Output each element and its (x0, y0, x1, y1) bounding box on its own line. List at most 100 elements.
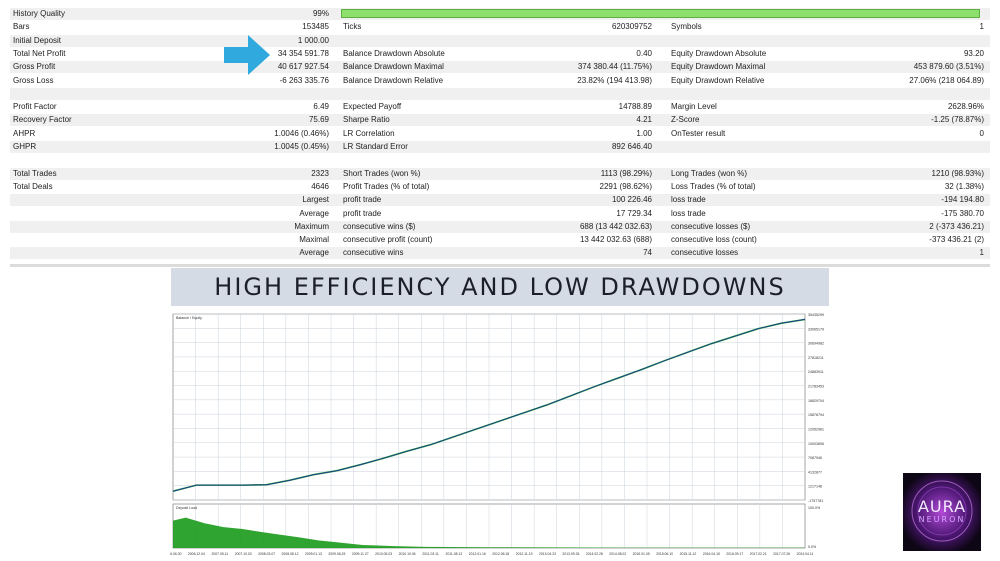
report-cell-v2: 1113 (98.29%) (600, 168, 652, 178)
report-row: Gross Loss -6 263 335.76 Balance Drawdown … (10, 75, 990, 87)
x-tick-label: 2013.04.23 (539, 552, 556, 556)
report-cell-l2: Sharpe Ratio (343, 115, 390, 125)
strategy-report-table: History Quality 99% Bars 153485 Ticks 6203097… (10, 8, 990, 267)
report-row: Initial Deposit 1 000.00 (10, 34, 990, 47)
x-tick-label: 2011.08.12 (446, 552, 463, 556)
report-row: Largest profit trade 100 226.46 loss trade -… (10, 194, 990, 207)
report-cell-l2: consecutive wins (343, 248, 404, 258)
report-cell-v2: 0.40 (636, 48, 652, 58)
x-tick-label: 2015.06.10 (656, 552, 673, 556)
report-row: Total Deals 4646 Profit Trades (% of total… (10, 181, 990, 193)
report-cell-l3: consecutive losses (671, 248, 739, 258)
report-cell-v3: -194 194.80 (941, 195, 984, 205)
y-tick-label: 1217148 (808, 485, 822, 489)
report-cell-v3: 1 (979, 22, 984, 32)
y-tick-label: 18829704 (808, 399, 824, 403)
x-tick-label: 2017.07.26 (773, 552, 790, 556)
balance-line (172, 318, 806, 492)
report-row: Average consecutive wins 74 consecutive los… (10, 247, 990, 260)
banner-text: HIGH EFFICIENCY AND LOW DRAWDOWNS (214, 273, 786, 301)
report-cell-l1: Gross Loss (13, 75, 54, 85)
report-row: GHPR 1.0045 (0.45%) LR Standard Error 892 6… (10, 141, 990, 153)
x-tick-label: 2010.05.03 (375, 552, 392, 556)
report-cell-v1: 153485 (302, 22, 329, 32)
report-row: Maximal consecutive profit (count) 13 442 … (10, 234, 990, 246)
x-tick-label: 2007.10.03 (235, 552, 252, 556)
report-cell-v3: -373 436.21 (2) (929, 235, 984, 245)
report-cell-l2: Profit Trades (% of total) (343, 181, 430, 191)
report-cell-v1: 2323 (311, 168, 329, 178)
report-cell-v1: -6 263 335.76 (279, 75, 329, 85)
y-tick-label: -1757781 (808, 499, 823, 503)
report-cell-v2: 17 729.34 (616, 208, 652, 218)
load-tick-label: 100.0% (808, 506, 821, 510)
report-row: Total Trades 2323 Short Trades (won %) 1113… (10, 167, 990, 180)
x-tick-label: 2014.02.28 (586, 552, 603, 556)
report-cell-v3: 32 (1.38%) (944, 181, 984, 191)
report-cell-l3: loss trade (671, 195, 706, 205)
report-cell-v1: 99% (312, 9, 329, 18)
report-cell-v1: Average (299, 248, 329, 258)
x-tick-label: 2008.08.12 (282, 552, 299, 556)
report-row: Bars 153485 Ticks 620309752 Symbols 1 (10, 21, 990, 33)
report-row: Maximum consecutive wins ($) 688 (13 442 0… (10, 220, 990, 233)
report-cell-l2: Expected Payoff (343, 102, 402, 112)
report-cell-v3: 2 (-373 436.21) (929, 221, 984, 231)
x-tick-label: 2009.06.25 (328, 552, 345, 556)
x-tick-label: 2010.10.06 (399, 552, 416, 556)
report-cell-l3: Loss Trades (% of total) (671, 181, 756, 191)
report-cell-l2: Balance Drawdown Absolute (343, 48, 445, 58)
report-cell-v1: 4646 (311, 181, 329, 191)
report-cell-l2: profit trade (343, 195, 382, 205)
report-cell-l3: Symbols (671, 22, 702, 32)
x-tick-label: 2009.11.27 (352, 552, 369, 556)
report-cell-l3: loss trade (671, 208, 706, 218)
report-cell-v2: 688 (13 442 032.63) (579, 221, 652, 231)
report-row (10, 154, 990, 166)
report-cell-v3: 27.06% (218 064.89) (909, 75, 984, 85)
report-cell-l2: LR Correlation (343, 128, 395, 138)
report-cell-v1: 1.0046 (0.46%) (274, 128, 329, 138)
report-cell-l3: OnTester result (671, 128, 726, 138)
history-quality-bar (341, 9, 980, 18)
report-row: Profit Factor 6.49 Expected Payoff 14788.89… (10, 101, 990, 113)
report-cell-v3: 1 (979, 248, 984, 258)
x-tick-label: 2006.06.30 (170, 552, 182, 556)
report-cell-l3: consecutive loss (count) (671, 235, 757, 245)
y-tick-label: 30694982 (808, 342, 824, 346)
report-row: Total Net Profit 34 354 591.78 Balance Dra… (10, 48, 990, 60)
x-tick-label: 2016.09.17 (726, 552, 743, 556)
banner-heading: HIGH EFFICIENCY AND LOW DRAWDOWNS (171, 268, 829, 306)
load-tick-label: 0.0% (808, 545, 817, 549)
report-cell-v2: 892 646.40 (611, 142, 652, 151)
report-cell-l1: Total Trades (13, 168, 57, 178)
report-cell-l3: consecutive losses ($) (671, 221, 751, 231)
report-cell-v3: 1210 (98.93%) (931, 168, 984, 178)
x-tick-label: 2013.09.26 (562, 552, 579, 556)
report-cell-l1: History Quality (13, 9, 66, 18)
report-cell-l3: Equity Drawdown Maximal (671, 62, 766, 72)
y-tick-label: 15878794 (808, 413, 824, 417)
y-tick-label: 33065179 (808, 327, 824, 331)
report-cell-v2: 2291 (98.62%) (599, 181, 652, 191)
report-cell-l2: Ticks (343, 22, 362, 32)
report-cell-l3: Equity Drawdown Absolute (671, 48, 767, 58)
report-cell-l3: Margin Level (671, 102, 717, 112)
report-cell-l3: Z-Score (671, 115, 700, 125)
aura-neuron-logo: AURA NEURON (903, 473, 981, 551)
y-tick-label: 4132877 (808, 470, 822, 474)
report-cell-v3: 453 879.60 (3.51%) (913, 62, 984, 72)
report-cell-l2: consecutive wins ($) (343, 221, 416, 231)
report-cell-l1: GHPR (13, 142, 37, 151)
x-tick-label: 2007.05.11 (211, 552, 228, 556)
chart-legend: Balance / Equity (176, 316, 202, 320)
y-tick-label: 24883911 (808, 370, 824, 374)
report-cell-v3: 93.20 (963, 48, 984, 58)
report-cell-v2: 74 (643, 248, 652, 258)
x-tick-label: 2008.03.07 (258, 552, 275, 556)
report-cell-v1: 75.69 (308, 115, 329, 125)
report-row: History Quality 99% (10, 8, 990, 20)
x-tick-label: 2009.01.13 (305, 552, 322, 556)
report-cell-l2: Short Trades (won %) (343, 168, 421, 178)
report-cell-l1: Profit Factor (13, 102, 57, 112)
